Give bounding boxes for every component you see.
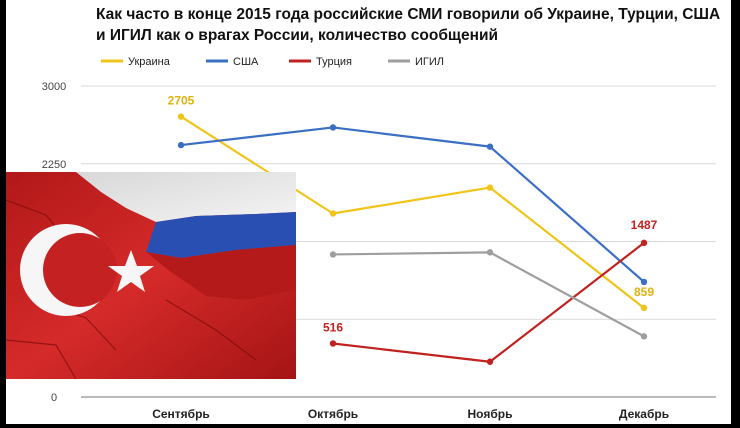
data-label: 1487 <box>631 218 658 232</box>
data-point <box>640 239 648 247</box>
legend-label: Украина <box>128 56 171 68</box>
data-point <box>329 124 337 131</box>
data-point <box>329 251 337 258</box>
data-point <box>486 184 494 191</box>
chart-title: Как часто в конце 2015 года российские С… <box>96 6 721 44</box>
chart-svg: 0 2250 3000 Сентябрь Октябрь Ноябрь Декабрь Ук… <box>6 56 716 421</box>
x-tick-label: Ноябрь <box>468 407 513 421</box>
y-tick-label: 3000 <box>42 81 66 93</box>
crescent-icon <box>20 224 117 316</box>
series-layer: 2705 859 516 1487 <box>168 94 658 365</box>
chart-frame: Как часто в конце 2015 года российские С… <box>6 0 731 424</box>
data-point <box>486 358 494 365</box>
y-tick-label: 0 <box>51 392 57 404</box>
turkey-russia-flags-image <box>6 172 296 379</box>
legend-label: Турция <box>316 56 352 68</box>
data-point <box>640 304 648 312</box>
series-line <box>332 241 645 363</box>
data-point <box>329 210 337 217</box>
series-line <box>332 251 645 338</box>
grid-layer: 0 2250 3000 Сентябрь Октябрь Ноябрь Декабрь <box>42 81 716 421</box>
data-point <box>177 113 185 120</box>
x-tick-label: Октябрь <box>308 407 358 421</box>
legend: Украина США Турция ИГИЛ <box>101 56 444 68</box>
data-label: 2705 <box>168 94 195 108</box>
data-label: 859 <box>634 285 654 299</box>
series-line <box>180 115 645 309</box>
legend-label: США <box>233 56 259 68</box>
data-point <box>640 278 648 286</box>
x-tick-label: Сентябрь <box>152 407 210 421</box>
y-tick-label: 2250 <box>42 159 66 171</box>
star-icon <box>108 250 154 292</box>
legend-label: ИГИЛ <box>415 56 444 68</box>
data-point <box>486 249 494 256</box>
series-line <box>180 126 645 283</box>
data-point <box>640 333 648 340</box>
data-point <box>177 141 185 149</box>
data-point <box>486 143 494 150</box>
data-label: 516 <box>323 321 343 335</box>
x-tick-label: Декабрь <box>619 407 669 421</box>
data-point <box>329 340 337 347</box>
